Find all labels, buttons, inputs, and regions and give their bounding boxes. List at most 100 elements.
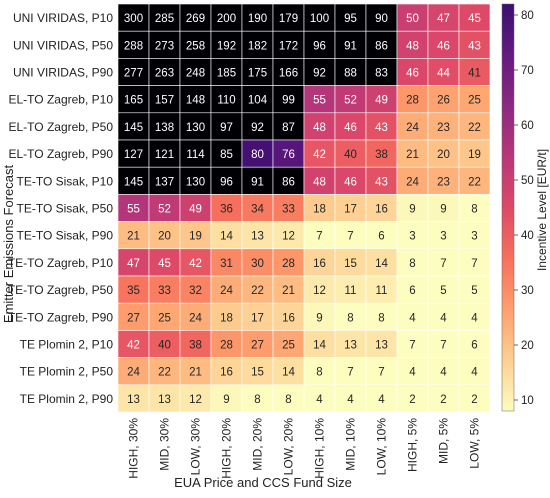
heatmap-cell bbox=[458, 58, 491, 86]
heatmap-cell bbox=[148, 275, 181, 304]
heatmap-cell bbox=[303, 139, 336, 168]
cell-value-label: 23 bbox=[437, 122, 450, 134]
cell-value-label: 4 bbox=[409, 367, 416, 379]
colorbar-tick-label: 50 bbox=[521, 175, 534, 187]
cell-value-label: 92 bbox=[313, 68, 326, 80]
cell-value-label: 92 bbox=[251, 122, 264, 134]
heatmap-cell bbox=[241, 166, 274, 195]
cell-value-label: 26 bbox=[437, 95, 450, 107]
heatmap-cell bbox=[272, 139, 305, 168]
cell-value-label: 52 bbox=[158, 204, 171, 216]
cell-value-label: 263 bbox=[155, 68, 174, 80]
heatmap-cell bbox=[210, 58, 243, 86]
heatmap-cell bbox=[210, 85, 243, 114]
cell-value-label: 145 bbox=[124, 122, 143, 134]
cell-value-label: 9 bbox=[409, 204, 415, 216]
heatmap-cell bbox=[241, 30, 274, 59]
cell-value-label: 96 bbox=[220, 176, 233, 188]
heatmap-cell bbox=[396, 30, 429, 59]
heatmap-cell bbox=[458, 248, 491, 277]
heatmap-cell bbox=[303, 166, 336, 195]
cell-value-label: 182 bbox=[248, 40, 267, 52]
heatmap-cell bbox=[117, 221, 150, 250]
heatmap-cell bbox=[241, 194, 274, 222]
x-tick-labels: HIGH, 30% MID, 30% LOW, 30% HIGH, 20% MID, 2… bbox=[127, 418, 482, 479]
cell-value-label: 48 bbox=[313, 122, 326, 134]
cell-value-label: 110 bbox=[217, 95, 235, 107]
x-tick-label: MID, 10% bbox=[344, 418, 358, 471]
cell-value-label: 19 bbox=[468, 149, 481, 161]
cell-value-label: 175 bbox=[248, 68, 267, 80]
heatmap-cell bbox=[303, 85, 336, 114]
cell-value-label: 49 bbox=[189, 204, 202, 216]
heatmap-cell bbox=[427, 194, 460, 222]
heatmap-cell bbox=[458, 3, 491, 32]
cell-value-label: 17 bbox=[344, 204, 357, 216]
heatmap-cell bbox=[241, 248, 274, 277]
x-tick-label: HIGH, 20% bbox=[220, 418, 234, 479]
cell-value-label: 22 bbox=[251, 285, 264, 297]
cell-value-label: 21 bbox=[127, 231, 140, 243]
x-tick-label: LOW, 10% bbox=[375, 418, 389, 476]
cell-value-label: 20 bbox=[437, 149, 450, 161]
heatmap-cell bbox=[334, 330, 367, 358]
cell-value-label: 15 bbox=[251, 367, 264, 379]
heatmap-cell bbox=[117, 85, 150, 114]
cell-value-label: 42 bbox=[127, 340, 140, 352]
cell-value-label: 114 bbox=[186, 149, 205, 161]
heatmap-cell bbox=[148, 112, 181, 141]
y-tick-label: TE-TO Zagreb, P10 bbox=[8, 256, 113, 270]
heatmap-cell bbox=[458, 330, 491, 358]
y-tick-label: TE Plomin 2, P50 bbox=[20, 365, 114, 379]
heatmap-cell bbox=[210, 194, 243, 222]
heatmap-cell bbox=[210, 248, 243, 277]
heatmap-cell bbox=[117, 166, 150, 195]
heatmap-cell bbox=[396, 302, 429, 331]
heatmap-cell bbox=[458, 302, 491, 331]
cell-value-label: 8 bbox=[254, 394, 260, 406]
heatmap-cell bbox=[427, 248, 460, 277]
heatmap-cell bbox=[396, 166, 429, 195]
cell-value-label: 21 bbox=[406, 149, 419, 161]
heatmap-cell bbox=[334, 384, 367, 413]
heatmap-cell bbox=[334, 275, 367, 304]
cell-value-label: 86 bbox=[375, 40, 388, 52]
cell-value-label: 76 bbox=[282, 149, 295, 161]
cell-value-label: 130 bbox=[186, 176, 205, 188]
cell-value-label: 248 bbox=[186, 68, 205, 80]
cell-value-label: 18 bbox=[220, 312, 233, 324]
cell-value-label: 7 bbox=[316, 231, 322, 243]
heatmap-cell bbox=[334, 221, 367, 250]
heatmap-cell bbox=[303, 30, 336, 59]
cell-value-label: 34 bbox=[251, 204, 264, 216]
x-tick-label: MID, 30% bbox=[158, 418, 172, 471]
cell-value-label: 4 bbox=[409, 312, 416, 324]
colorbar-tick-label: 70 bbox=[521, 65, 534, 77]
cell-value-label: 16 bbox=[220, 367, 233, 379]
cell-value-label: 4 bbox=[440, 312, 447, 324]
cell-value-label: 25 bbox=[468, 95, 481, 107]
cell-value-label: 9 bbox=[440, 204, 446, 216]
heatmap-cell bbox=[117, 330, 150, 358]
heatmap-cell bbox=[117, 112, 150, 141]
heatmap-cell bbox=[148, 302, 181, 331]
cell-value-label: 4 bbox=[471, 312, 478, 324]
cell-value-label: 2 bbox=[440, 394, 446, 406]
heatmap-cell bbox=[210, 384, 243, 413]
cell-value-label: 2 bbox=[409, 394, 415, 406]
heatmap-cell bbox=[365, 275, 398, 304]
heatmap-cell bbox=[396, 139, 429, 168]
heatmap-cell bbox=[396, 3, 429, 32]
y-tick-label: UNI VIRIDAS, P90 bbox=[13, 66, 113, 80]
cell-value-label: 91 bbox=[251, 176, 264, 188]
cell-value-label: 99 bbox=[282, 95, 295, 107]
x-tick-label: HIGH, 5% bbox=[406, 418, 420, 472]
cell-value-label: 36 bbox=[220, 204, 233, 216]
cell-value-label: 277 bbox=[124, 68, 143, 80]
cell-value-label: 24 bbox=[406, 176, 419, 188]
cell-value-label: 44 bbox=[437, 68, 450, 80]
heatmap-cell bbox=[458, 139, 491, 168]
cell-value-label: 48 bbox=[406, 40, 419, 52]
cell-value-label: 23 bbox=[437, 176, 450, 188]
heatmap-cell bbox=[117, 194, 150, 222]
